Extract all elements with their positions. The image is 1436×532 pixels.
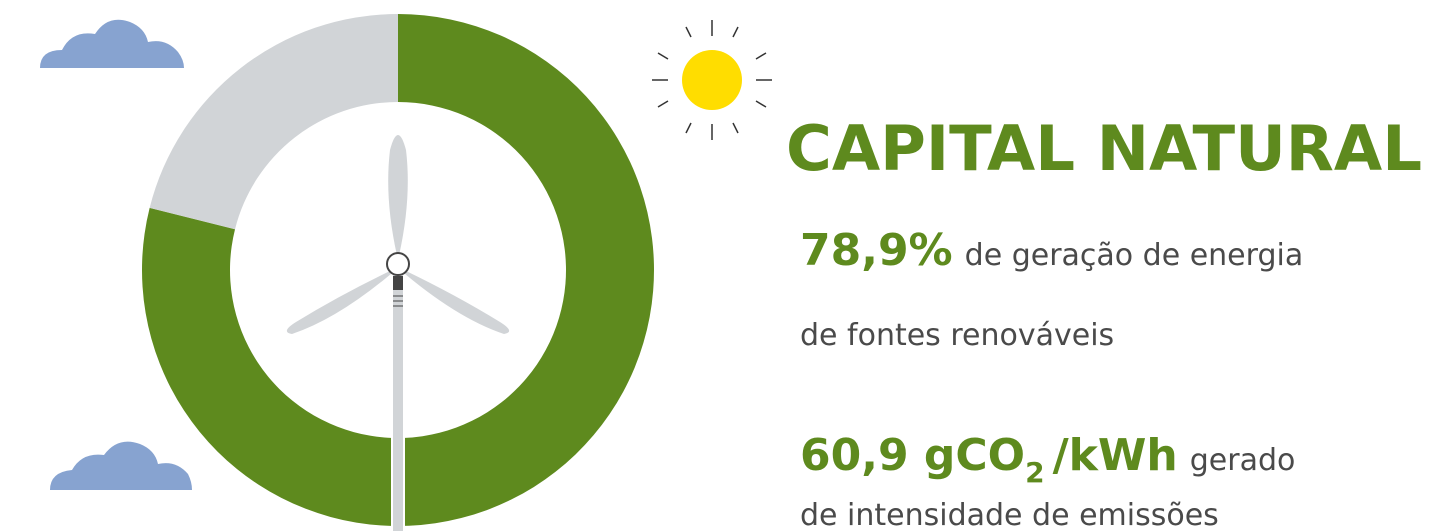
stat-value: 78,9% <box>800 225 953 276</box>
stat-value: 60,9 gCO <box>800 430 1025 481</box>
stat-text: de fontes renováveis <box>800 318 1114 353</box>
stat-text: gerado <box>1190 443 1296 478</box>
title: CAPITAL NATURAL <box>786 112 1422 185</box>
stat-subscript: 2 <box>1025 456 1044 489</box>
stat-line: 60,9 gCO2/kWh gerado <box>800 430 1295 489</box>
stat-text: de geração de energia <box>965 238 1304 273</box>
stat-value: /kWh <box>1053 430 1178 481</box>
cloud <box>40 20 184 68</box>
donut-segment <box>150 14 398 229</box>
stat-line: 78,9% de geração de energia <box>800 225 1303 276</box>
infographic: CAPITAL NATURAL 78,9% de geração de energ… <box>0 0 1436 532</box>
stat-text: de intensidade de emissões <box>800 498 1219 532</box>
cloud <box>50 442 192 490</box>
sun <box>652 20 772 140</box>
